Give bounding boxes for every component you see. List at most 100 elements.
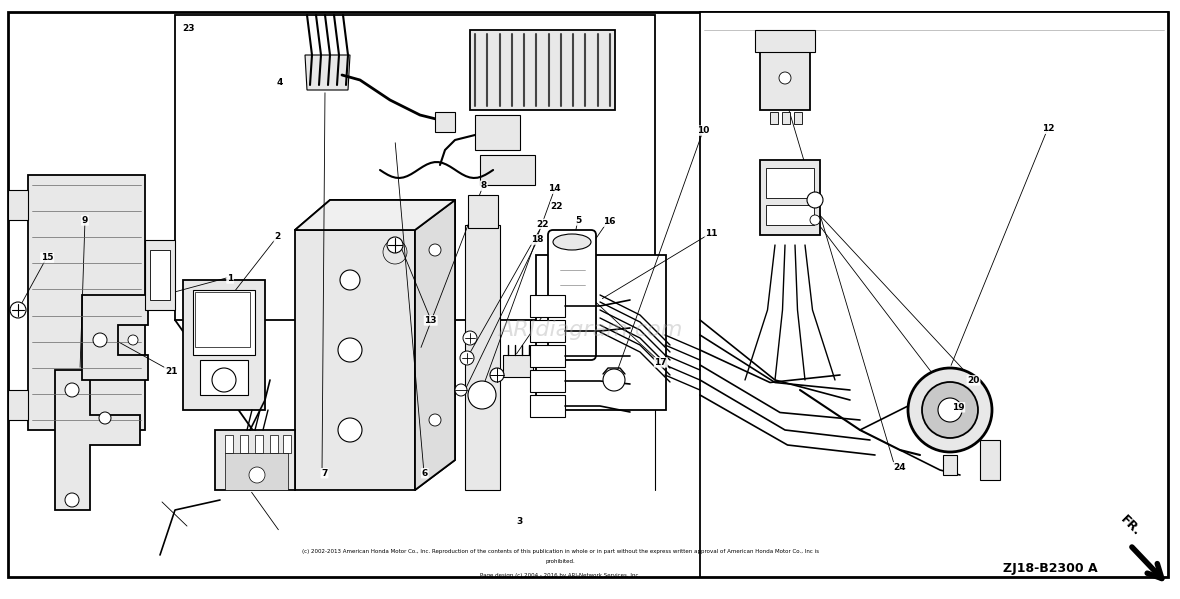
Circle shape: [430, 244, 441, 256]
Text: 2: 2: [274, 232, 281, 241]
Text: 13: 13: [425, 316, 437, 325]
Text: 22: 22: [537, 219, 549, 229]
Circle shape: [779, 72, 791, 84]
Ellipse shape: [553, 234, 591, 250]
Polygon shape: [28, 175, 145, 430]
Polygon shape: [468, 195, 498, 228]
Bar: [766, 205, 814, 225]
Bar: [536, 255, 666, 410]
Polygon shape: [760, 160, 820, 235]
Bar: [225, 435, 232, 453]
Bar: [766, 168, 814, 198]
Text: 22: 22: [551, 202, 563, 211]
Circle shape: [65, 493, 79, 507]
Circle shape: [337, 418, 362, 442]
Polygon shape: [981, 440, 999, 480]
Circle shape: [212, 368, 236, 392]
Polygon shape: [295, 200, 455, 230]
Text: 1: 1: [227, 274, 234, 283]
Polygon shape: [175, 15, 655, 320]
Text: FR.: FR.: [1117, 513, 1143, 538]
Circle shape: [127, 335, 138, 345]
Polygon shape: [943, 455, 957, 475]
Text: 9: 9: [81, 216, 88, 225]
Circle shape: [938, 398, 962, 422]
Circle shape: [922, 382, 978, 438]
Text: prohibited.: prohibited.: [545, 559, 575, 564]
Text: (c) 2002-2013 American Honda Motor Co., Inc. Reproduction of the contents of thi: (c) 2002-2013 American Honda Motor Co., …: [302, 549, 819, 555]
Bar: [782, 112, 789, 124]
Polygon shape: [304, 55, 350, 90]
Circle shape: [603, 369, 625, 391]
Polygon shape: [183, 280, 266, 410]
Text: 11: 11: [706, 229, 717, 238]
Polygon shape: [215, 430, 295, 490]
Bar: [195, 292, 250, 347]
Polygon shape: [480, 155, 535, 185]
Text: 17: 17: [655, 358, 667, 367]
Polygon shape: [295, 230, 415, 490]
Polygon shape: [194, 290, 255, 355]
Circle shape: [340, 270, 360, 290]
Circle shape: [809, 215, 820, 225]
Circle shape: [455, 384, 467, 396]
Bar: [470, 30, 615, 110]
Bar: [255, 435, 263, 453]
Text: 5: 5: [575, 216, 582, 225]
Circle shape: [99, 412, 111, 424]
Bar: [270, 435, 278, 453]
Polygon shape: [530, 370, 565, 392]
Polygon shape: [8, 190, 28, 220]
Text: 23: 23: [183, 24, 195, 34]
Bar: [503, 355, 533, 377]
Polygon shape: [530, 295, 565, 317]
Text: 4: 4: [276, 78, 283, 87]
Polygon shape: [81, 295, 148, 380]
Bar: [150, 250, 170, 300]
Circle shape: [460, 351, 474, 365]
Circle shape: [907, 368, 992, 452]
Text: 21: 21: [165, 367, 177, 376]
Circle shape: [490, 368, 504, 382]
Text: 20: 20: [968, 376, 979, 385]
Circle shape: [387, 237, 404, 253]
Text: 10: 10: [697, 126, 709, 135]
Polygon shape: [760, 48, 809, 110]
Polygon shape: [476, 115, 520, 150]
Polygon shape: [8, 390, 28, 420]
Text: ZJ18-B2300 A: ZJ18-B2300 A: [1003, 562, 1097, 575]
Text: 19: 19: [952, 403, 964, 412]
Polygon shape: [225, 453, 288, 490]
Polygon shape: [435, 112, 455, 132]
Bar: [283, 435, 291, 453]
Circle shape: [430, 414, 441, 426]
Text: 8: 8: [480, 181, 487, 190]
Circle shape: [463, 331, 477, 345]
Bar: [771, 112, 778, 124]
Polygon shape: [530, 320, 565, 342]
FancyBboxPatch shape: [548, 230, 596, 360]
Bar: [240, 435, 248, 453]
Text: 15: 15: [41, 253, 53, 262]
Circle shape: [9, 302, 26, 318]
Polygon shape: [415, 200, 455, 490]
Polygon shape: [465, 225, 500, 490]
Text: 16: 16: [603, 217, 615, 226]
Bar: [794, 112, 802, 124]
Polygon shape: [700, 12, 1168, 577]
Text: 3: 3: [516, 516, 523, 526]
Polygon shape: [530, 345, 565, 367]
Circle shape: [249, 467, 266, 483]
Text: Page design (c) 2004 - 2016 by ARI-Network Services, Inc.: Page design (c) 2004 - 2016 by ARI-Netwo…: [480, 573, 640, 577]
Text: 24: 24: [893, 462, 905, 472]
Polygon shape: [145, 240, 175, 310]
Circle shape: [65, 383, 79, 397]
Text: 6: 6: [421, 468, 428, 478]
Circle shape: [468, 381, 496, 409]
Circle shape: [807, 192, 822, 208]
Text: 18: 18: [531, 235, 543, 244]
Text: 12: 12: [1042, 124, 1054, 134]
Polygon shape: [755, 30, 815, 52]
Circle shape: [337, 338, 362, 362]
Polygon shape: [199, 360, 248, 395]
